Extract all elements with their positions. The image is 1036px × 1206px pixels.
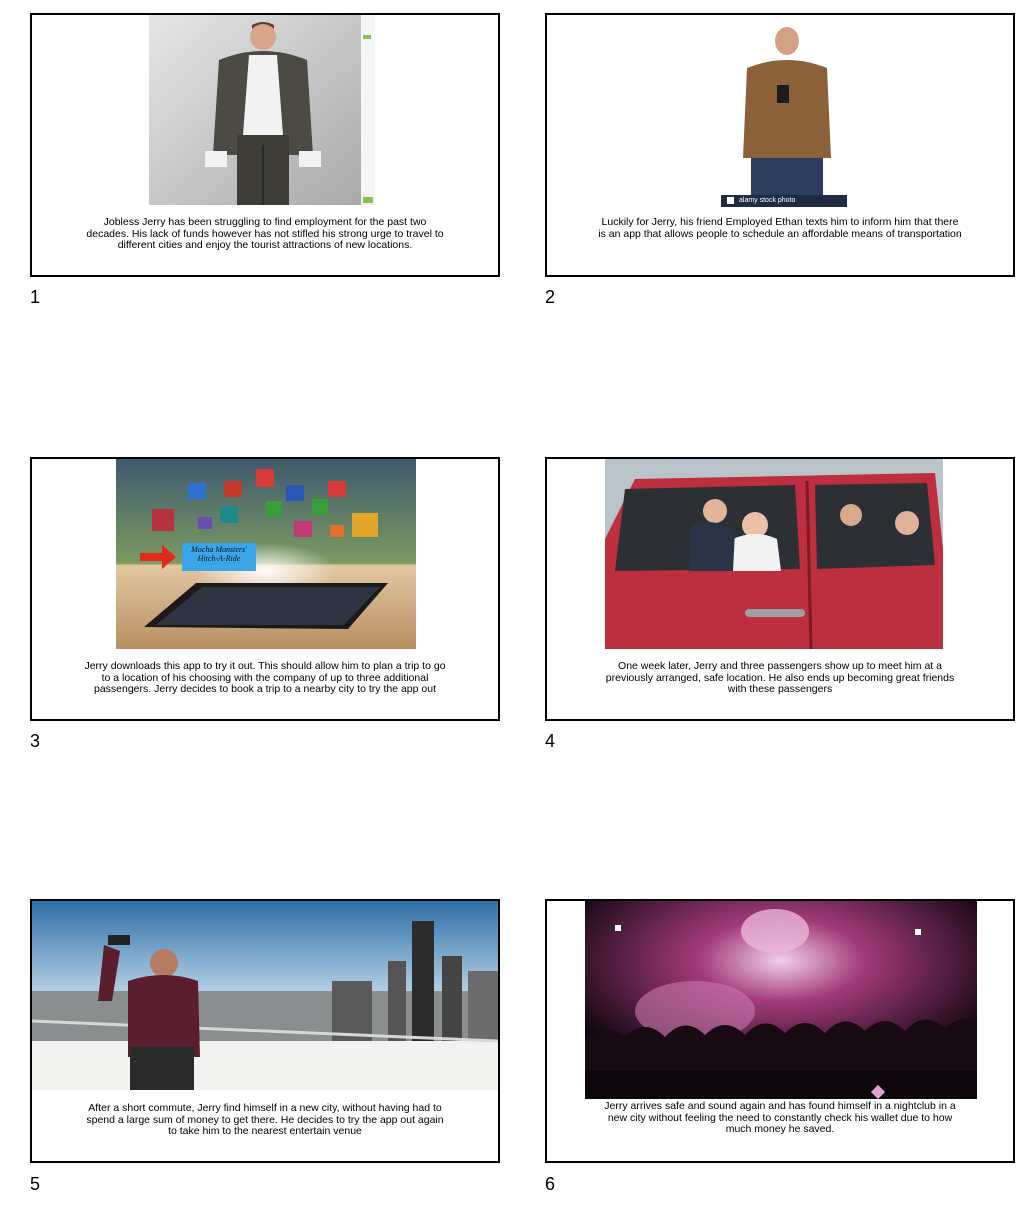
slide-4: One week later, Jerry and three passenge… — [545, 457, 1015, 721]
slide-6-caption: Jerry arrives safe and sound again and h… — [604, 1100, 956, 1135]
slide-3-caption: Jerry downloads this app to try it out. … — [84, 660, 446, 695]
slide-1: Jobless Jerry has been struggling to fin… — [30, 13, 500, 277]
slide-5: After a short commute, Jerry find himsel… — [30, 899, 500, 1163]
slide-4-caption: One week later, Jerry and three passenge… — [605, 660, 955, 695]
slide-5-caption: After a short commute, Jerry find himsel… — [86, 1102, 444, 1137]
slide-3: Mocha Monsters' Hitch-A-Ride Jerry downl… — [30, 457, 500, 721]
slide-6: Jerry arrives safe and sound again and h… — [545, 899, 1015, 1163]
image-watermark: alamy stock photo — [739, 197, 796, 204]
slide-3-number: 3 — [30, 731, 41, 751]
man-showing-empty-pockets-photo — [149, 15, 375, 205]
slide-2-caption: Luckily for Jerry, his friend Employed E… — [598, 216, 962, 240]
slide-1-number: 1 — [30, 287, 41, 307]
nightclub-crowd-photo — [585, 901, 977, 1099]
slide-6-number: 6 — [545, 1174, 556, 1194]
slide-1-caption: Jobless Jerry has been struggling to fin… — [86, 216, 444, 251]
slide-4-number: 4 — [545, 731, 556, 751]
four-people-in-red-car-photo — [605, 459, 943, 649]
slide-2-number: 2 — [545, 287, 556, 307]
smartphone-app-icons-photo: Mocha Monsters' Hitch-A-Ride — [116, 459, 416, 649]
man-reading-phone-photo: alamy stock photo — [717, 23, 853, 207]
man-selfie-city-skyline-photo — [32, 901, 498, 1090]
slide-5-number: 5 — [30, 1174, 41, 1194]
app-name-label: Mocha Monsters' Hitch-A-Ride — [191, 545, 247, 563]
slide-2: alamy stock photo Luckily for Jerry, his… — [545, 13, 1015, 277]
